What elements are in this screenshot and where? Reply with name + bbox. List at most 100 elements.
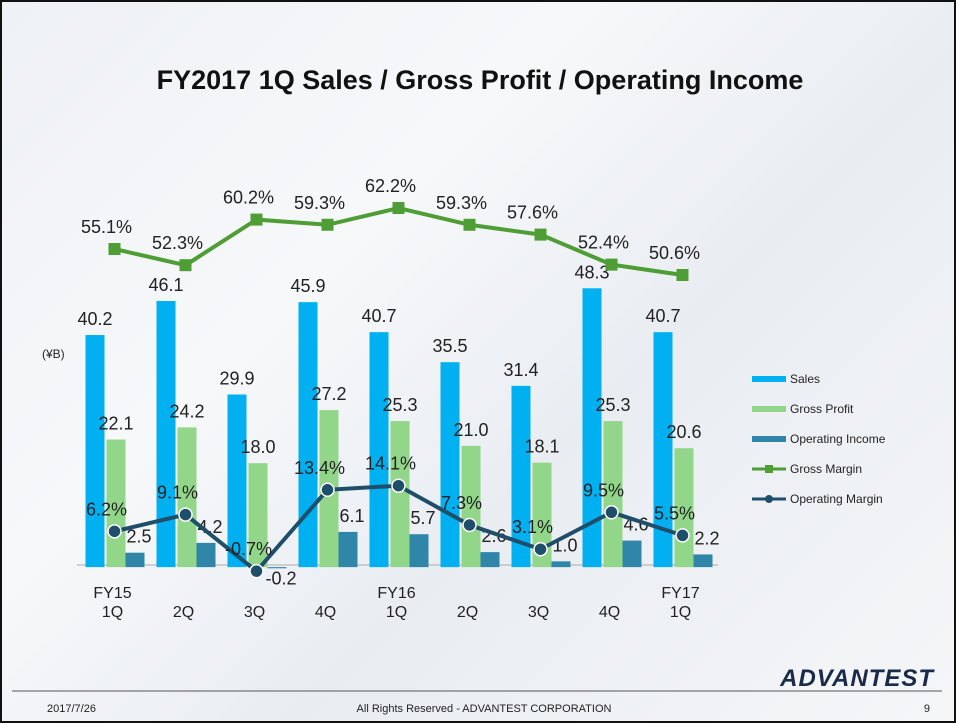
data-label: 18.0 — [240, 437, 275, 457]
footer-copyright: All Rights Reserved - ADVANTEST CORPORAT… — [357, 703, 612, 715]
data-label: 62.2% — [365, 176, 416, 196]
data-label: 2.2 — [694, 528, 719, 548]
x-tick-label: 4Q — [314, 604, 337, 621]
legend-swatch — [752, 376, 786, 382]
bar — [622, 540, 642, 568]
bar — [156, 300, 176, 568]
legend-label: Operating Income — [790, 432, 886, 446]
marker — [249, 563, 264, 579]
bar — [532, 462, 552, 568]
data-label: 9.1% — [157, 483, 198, 503]
legend-marker — [765, 465, 773, 473]
marker — [391, 478, 406, 493]
data-label: 13.4% — [294, 458, 345, 478]
data-label: 40.7 — [645, 306, 680, 326]
data-label: 57.6% — [507, 203, 558, 223]
data-label: 59.3% — [294, 193, 345, 213]
marker — [107, 524, 122, 539]
unit-label: (¥B) — [42, 347, 65, 361]
data-label: 6.1 — [339, 506, 364, 526]
data-label: 59.3% — [436, 193, 487, 213]
marker — [321, 218, 334, 231]
data-label: 14.1% — [365, 454, 416, 474]
data-label: 52.3% — [152, 233, 203, 253]
data-label: 46.1 — [148, 275, 183, 295]
marker — [250, 213, 263, 226]
data-label: -0.2 — [265, 568, 296, 588]
data-label: 45.9 — [290, 276, 325, 296]
data-label: 4.2 — [197, 517, 222, 537]
bar — [409, 534, 429, 568]
logo: ADVANTEST — [779, 665, 935, 692]
x-tick-label: 2Q — [172, 604, 195, 621]
x-tick-label: 3Q — [527, 604, 550, 621]
bar — [653, 332, 673, 568]
data-label: 24.2 — [169, 401, 204, 421]
data-label: 52.4% — [578, 233, 629, 253]
bar — [125, 552, 145, 568]
data-label: 40.7 — [361, 306, 396, 326]
marker — [675, 528, 690, 543]
bar — [390, 421, 410, 568]
bar — [369, 332, 389, 568]
x-tick-label: 4Q — [598, 604, 621, 621]
legend-label: Gross Margin — [790, 462, 862, 476]
data-label: 25.3 — [595, 395, 630, 415]
marker — [533, 541, 548, 557]
legend-label: Sales — [790, 372, 820, 386]
bar — [461, 445, 481, 568]
bar — [267, 567, 287, 569]
footer-date: 2017/7/26 — [47, 703, 96, 715]
marker — [320, 482, 335, 498]
marker — [462, 517, 477, 533]
bar — [85, 335, 105, 568]
marker — [179, 259, 192, 272]
marker — [605, 258, 618, 271]
legend-label: Operating Margin — [790, 492, 883, 506]
x-tick-label: FY17 1Q — [661, 585, 700, 621]
marker — [463, 218, 476, 231]
bar — [440, 362, 460, 568]
x-tick-label: 3Q — [243, 604, 266, 621]
data-label: 7.3% — [441, 493, 482, 513]
page-number: 9 — [924, 703, 930, 715]
bar — [338, 531, 358, 568]
data-label: 22.1 — [98, 414, 133, 434]
marker — [178, 507, 193, 522]
data-label: 60.2% — [223, 188, 274, 208]
data-label: 9.5% — [583, 480, 624, 500]
x-tick-label: FY16 1Q — [377, 585, 416, 621]
data-label: 2.5 — [126, 527, 151, 547]
data-label: 35.5 — [432, 336, 467, 356]
legend-label: Gross Profit — [790, 402, 854, 416]
x-tick-label: 2Q — [456, 604, 479, 621]
data-label: 3.1% — [512, 517, 553, 537]
bar — [480, 552, 500, 568]
bar — [582, 288, 602, 568]
data-label: 31.4 — [503, 360, 538, 380]
marker — [108, 243, 121, 256]
data-label: 50.6% — [649, 243, 700, 263]
bar — [603, 421, 623, 568]
legend-swatch — [752, 406, 786, 412]
bar — [196, 542, 216, 568]
data-label: 55.1% — [81, 217, 132, 237]
x-tick-label: FY15 1Q — [93, 585, 132, 621]
bar — [227, 394, 247, 568]
bar — [298, 302, 318, 568]
bar — [177, 427, 197, 568]
legend-marker — [765, 495, 773, 503]
bar — [511, 385, 531, 568]
data-label: 29.9 — [219, 369, 254, 389]
data-label: 18.1 — [524, 437, 559, 457]
data-label: -0.7% — [225, 539, 272, 559]
data-label: 27.2 — [311, 384, 346, 404]
data-label: 21.0 — [453, 420, 488, 440]
data-label: 5.7 — [410, 508, 435, 528]
bar — [693, 554, 713, 568]
data-label: 25.3 — [382, 395, 417, 415]
data-label: 5.5% — [654, 503, 695, 523]
bar — [248, 463, 268, 568]
